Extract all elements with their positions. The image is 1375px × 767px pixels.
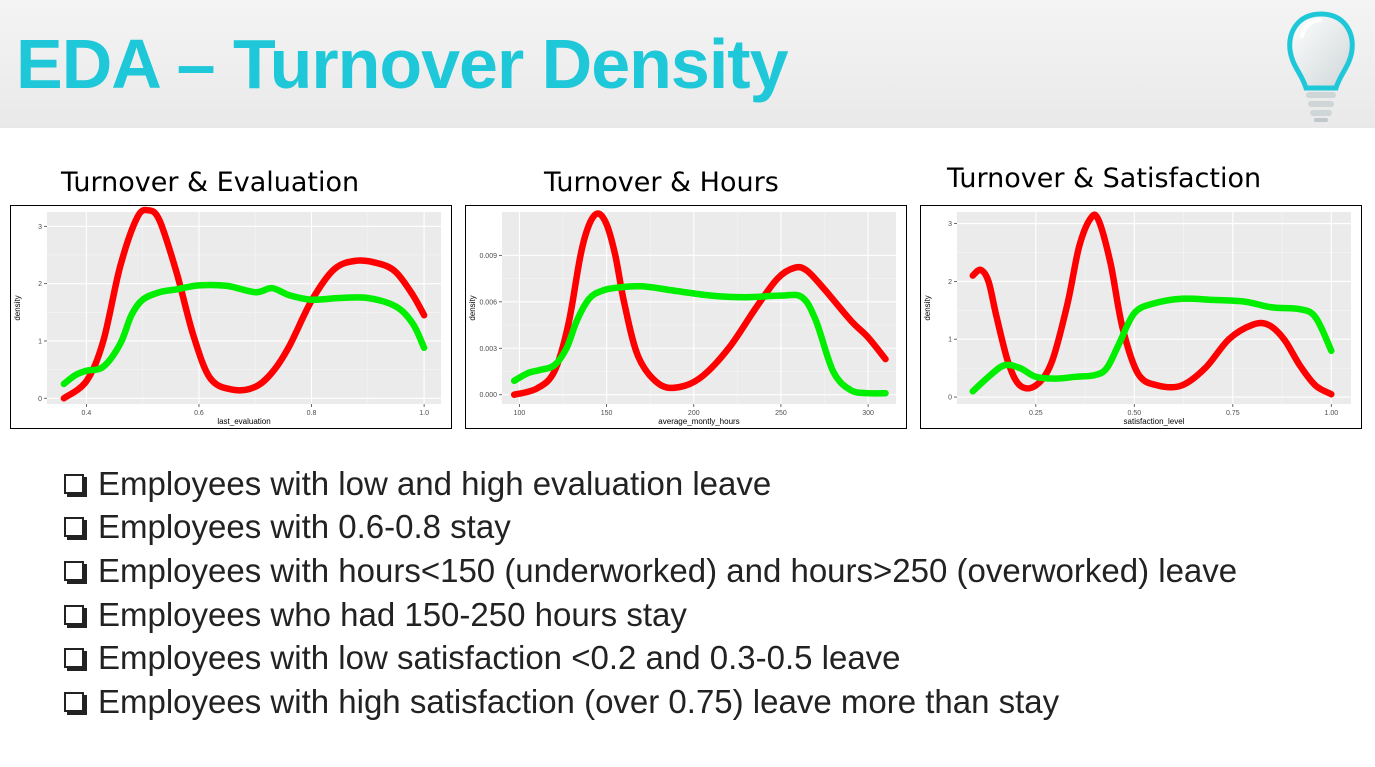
y-tick-label: 0.009 — [479, 253, 497, 260]
bullet-list: Employees with low and high evaluation l… — [62, 462, 1237, 724]
chart-title-hours: Turnover & Hours — [544, 167, 779, 198]
bullet-item: Employees with hours<150 (underworked) a… — [62, 549, 1237, 593]
checkbox-bullet-icon — [64, 604, 87, 628]
bullet-item: Employees with high satisfaction (over 0… — [62, 680, 1237, 724]
x-tick-label: 1.0 — [419, 410, 429, 417]
checkbox-bullet-icon — [64, 517, 87, 541]
chart-satisfaction: 0.25 0.50 0.75 1.00 0 1 2 3 satisfaction_level de… — [920, 205, 1362, 429]
x-tick-label: 250 — [775, 410, 787, 417]
chart-evaluation-plot: 0.4 0.6 0.8 1.0 0 1 2 3 last_evaluation density — [13, 206, 441, 426]
x-axis-label: average_montly_hours — [658, 417, 739, 426]
bullet-text: Employees who had 150-250 hours stay — [98, 595, 687, 633]
y-tick-label: 3 — [948, 221, 952, 228]
bullet-text: Employees with hours<150 (underworked) a… — [98, 551, 1238, 589]
checkbox-bullet-icon — [64, 648, 87, 672]
y-axis-label: density — [923, 295, 932, 320]
density-line-stayed — [510, 282, 889, 397]
x-tick-label: 200 — [688, 410, 700, 417]
y-tick-label: 1 — [38, 338, 42, 345]
x-tick-label: 0.8 — [307, 410, 317, 417]
x-tick-label: 300 — [862, 410, 874, 417]
chart-title-satisfaction: Turnover & Satisfaction — [947, 163, 1262, 194]
density-line-left — [60, 206, 428, 402]
chart-hours-plot: 100 150 200 250 300 0.000 0.003 0.006 0.009 avera… — [468, 210, 896, 426]
bullet-item: Employees with low satisfaction <0.2 and… — [62, 636, 1237, 680]
density-line-left — [510, 210, 889, 398]
y-axis-label: density — [13, 295, 22, 320]
checkbox-bullet-icon — [64, 691, 87, 715]
y-tick-label: 0.003 — [479, 346, 497, 353]
chart-title-evaluation: Turnover & Evaluation — [61, 167, 360, 198]
y-tick-label: 0.006 — [479, 299, 497, 306]
x-tick-label: 1.00 — [1324, 410, 1338, 417]
density-line-stayed — [969, 295, 1335, 395]
bullet-text: Employees with high satisfaction (over 0… — [98, 682, 1060, 720]
bullet-item: Employees who had 150-250 hours stay — [62, 593, 1237, 637]
lightbulb-icon — [1287, 11, 1355, 122]
x-axis-label: last_evaluation — [217, 417, 270, 426]
plot-panel — [47, 212, 441, 404]
x-tick-label: 0.50 — [1127, 410, 1141, 417]
y-tick-label: 2 — [948, 279, 952, 286]
x-tick-label: 150 — [601, 410, 613, 417]
y-tick-label: 3 — [38, 224, 42, 231]
x-tick-label: 0.4 — [82, 410, 92, 417]
bullet-item: Employees with 0.6-0.8 stay — [62, 506, 1237, 550]
bullet-item: Employees with low and high evaluation l… — [62, 462, 1237, 506]
y-tick-label: 0.000 — [479, 392, 497, 399]
header-bar: EDA – Turnover Density — [0, 0, 1375, 128]
x-tick-label: 0.25 — [1029, 410, 1043, 417]
y-tick-label: 1 — [948, 337, 952, 344]
bullet-text: Employees with low satisfaction <0.2 and… — [98, 639, 901, 677]
checkbox-bullet-icon — [64, 560, 87, 584]
x-tick-label: 0.75 — [1226, 410, 1240, 417]
density-line-stayed — [60, 281, 428, 388]
bullet-text: Employees with 0.6-0.8 stay — [98, 508, 511, 546]
chart-satisfaction-plot: 0.25 0.50 0.75 1.00 0 1 2 3 satisfaction_level de… — [923, 211, 1351, 426]
y-tick-label: 0 — [38, 396, 42, 403]
y-axis-label: density — [468, 295, 477, 320]
chart-evaluation: 0.4 0.6 0.8 1.0 0 1 2 3 last_evaluation density — [10, 205, 452, 429]
page-title: EDA – Turnover Density — [16, 25, 789, 103]
x-tick-label: 100 — [514, 410, 526, 417]
chart-hours: 100 150 200 250 300 0.000 0.003 0.006 0.009 avera… — [465, 205, 907, 429]
y-tick-label: 2 — [38, 281, 42, 288]
y-tick-label: 0 — [948, 395, 952, 402]
checkbox-bullet-icon — [64, 473, 87, 497]
x-tick-label: 0.6 — [194, 410, 204, 417]
x-axis-label: satisfaction_level — [1124, 417, 1185, 426]
bullet-text: Employees with low and high evaluation l… — [98, 464, 772, 502]
